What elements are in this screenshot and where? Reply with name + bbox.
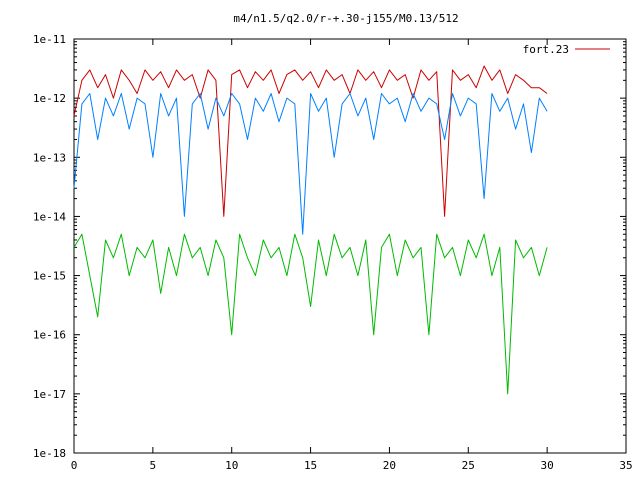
series-layer [73, 65, 548, 395]
y-tick-label: 1e-12 [33, 92, 66, 105]
x-tick-label: 20 [383, 459, 396, 472]
y-tick-label: 1e-18 [33, 447, 66, 460]
x-tick-label: 35 [619, 459, 632, 472]
y-tick-label: 1e-16 [33, 329, 66, 342]
legend: fort.23 [523, 43, 610, 56]
x-tick-label: 5 [150, 459, 157, 472]
chart-title: m4/n1.5/q2.0/r-+.30-j155/M0.13/512 [233, 12, 458, 25]
y-axis: 1e-18 1e-17 1e-16 1e-15 1e-14 1e-13 1e-12 1e-11 [33, 33, 626, 460]
x-tick-label: 10 [225, 459, 238, 472]
x-tick-label: 25 [462, 459, 475, 472]
y-tick-label: 1e-14 [33, 210, 66, 223]
series-line-1 [73, 65, 548, 217]
series-line-3 [73, 233, 548, 395]
x-tick-label: 0 [71, 459, 78, 472]
y-tick-label: 1e-15 [33, 270, 66, 283]
y-tick-label: 1e-13 [33, 151, 66, 164]
plot-frame [73, 38, 627, 454]
x-tick-label: 30 [541, 459, 554, 472]
series-line-2 [73, 93, 548, 235]
x-tick-label: 15 [304, 459, 317, 472]
x-axis: 0 5 10 15 20 25 30 35 [71, 39, 633, 472]
legend-label-fort-23: fort.23 [523, 43, 569, 56]
y-tick-label: 1e-17 [33, 388, 66, 401]
y-tick-label: 1e-11 [33, 33, 66, 46]
